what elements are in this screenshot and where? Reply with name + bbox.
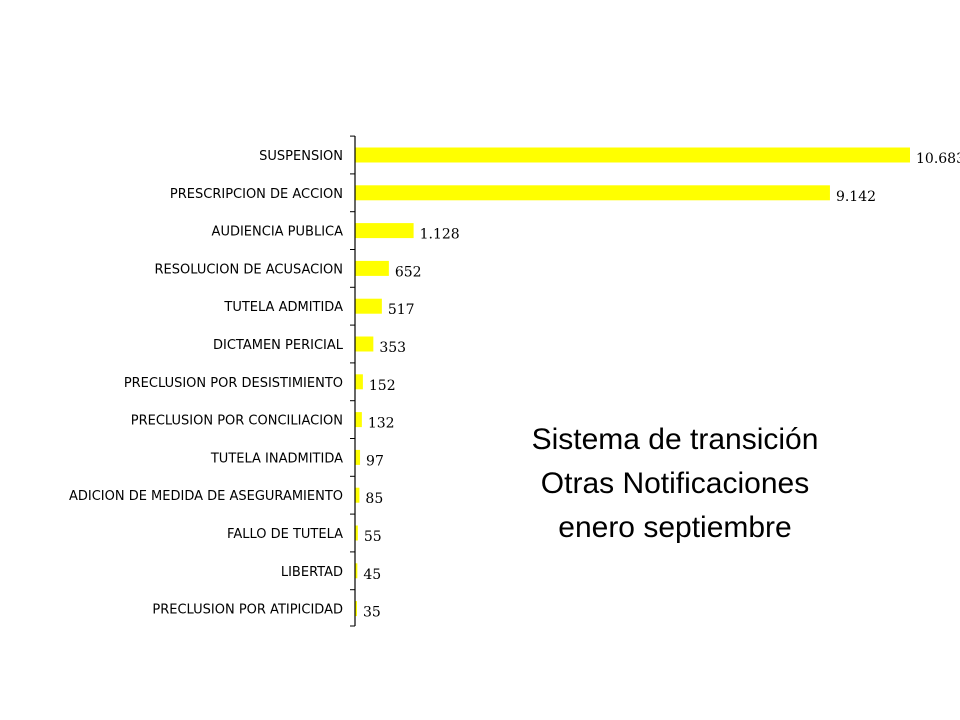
- category-label: SUSPENSION: [259, 149, 343, 164]
- category-label: DICTAMEN PERICIAL: [213, 338, 344, 353]
- category-label: PRECLUSION POR DESISTIMIENTO: [124, 376, 343, 391]
- chart-title-line-1: Sistema de transición: [531, 423, 819, 456]
- bar: [355, 223, 414, 239]
- data-label: 652: [395, 264, 422, 280]
- category-label: PRECLUSION POR ATIPICIDAD: [152, 603, 343, 618]
- category-label: TUTELA ADMITIDA: [223, 300, 343, 315]
- bar: [355, 336, 374, 352]
- bar: [355, 185, 830, 201]
- data-label: 85: [365, 491, 383, 507]
- bar: [355, 449, 361, 465]
- bar: [355, 487, 360, 503]
- data-label: 9.142: [836, 189, 876, 205]
- bar: [355, 374, 363, 390]
- category-label: TUTELA INADMITIDA: [210, 451, 343, 466]
- bar: [355, 525, 358, 541]
- category-label: PRESCRIPCION DE ACCION: [170, 187, 343, 202]
- category-label: AUDIENCIA PUBLICA: [212, 225, 344, 240]
- bar: [355, 412, 362, 428]
- data-label: 517: [388, 302, 415, 318]
- bar: [355, 260, 389, 276]
- data-label: 132: [368, 416, 395, 432]
- data-label: 45: [363, 567, 381, 583]
- bar: [355, 563, 358, 579]
- data-label: 353: [379, 340, 406, 356]
- bar: [355, 147, 910, 163]
- data-label: 10.683: [916, 151, 960, 167]
- data-label: 35: [363, 605, 381, 621]
- bar: [355, 298, 382, 314]
- chart-title: Sistema de transición Otras Notificacion…: [470, 418, 880, 550]
- category-label: LIBERTAD: [281, 565, 343, 580]
- bar: [355, 601, 357, 617]
- category-label: ADICION DE MEDIDA DE ASEGURAMIENTO: [69, 489, 343, 504]
- category-label: FALLO DE TUTELA: [227, 527, 343, 542]
- category-label: RESOLUCION DE ACUSACION: [155, 262, 343, 277]
- data-label: 1.128: [420, 227, 460, 243]
- data-label: 97: [366, 453, 384, 469]
- chart-title-line-3: enero septiembre: [558, 511, 792, 544]
- data-label: 55: [364, 529, 382, 545]
- category-label: PRECLUSION POR CONCILIACION: [131, 414, 343, 429]
- chart-title-line-2: Otras Notificaciones: [540, 467, 810, 500]
- data-label: 152: [369, 378, 396, 394]
